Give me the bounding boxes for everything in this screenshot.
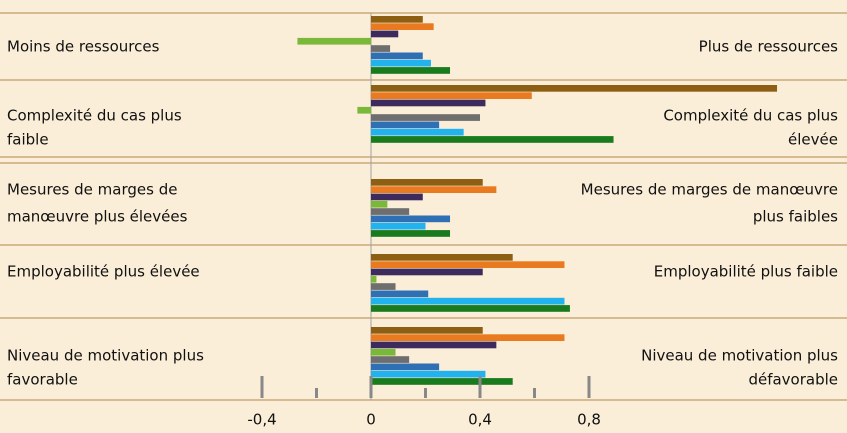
- bar: [371, 92, 532, 99]
- bar: [371, 261, 565, 268]
- right-label: élevée: [788, 131, 838, 149]
- separators: [0, 12, 847, 401]
- left-label: Niveau de motivation plus: [7, 347, 204, 365]
- bar: [371, 23, 434, 30]
- bar: [371, 222, 426, 230]
- bar: [371, 378, 513, 385]
- bar: [371, 348, 396, 356]
- bar: [371, 341, 497, 349]
- right-label: Employabilité plus faible: [654, 263, 838, 281]
- x-tick-label: -0,4: [247, 411, 276, 429]
- bar: [371, 275, 377, 283]
- bar: [371, 297, 565, 305]
- bar: [371, 370, 486, 378]
- bar: [371, 114, 480, 121]
- bar: [371, 254, 513, 261]
- bar: [371, 45, 391, 52]
- right-label: Niveau de motivation plus: [641, 347, 838, 365]
- bar: [371, 179, 483, 186]
- left-label: Moins de ressources: [7, 38, 160, 56]
- x-tick-label: 0,8: [577, 411, 601, 429]
- bar: [371, 305, 570, 312]
- bar: [371, 99, 486, 107]
- bar: [371, 215, 451, 223]
- right-label: Plus de ressources: [699, 38, 839, 56]
- right-label: Complexité du cas plus: [663, 107, 838, 125]
- bar: [371, 121, 440, 129]
- bar: [371, 30, 399, 38]
- left-label: Mesures de marges de: [7, 181, 177, 199]
- left-label: manœuvre plus élevées: [7, 208, 188, 226]
- bar: [371, 327, 483, 334]
- bar: [371, 208, 410, 215]
- bar: [371, 268, 483, 276]
- bar: [371, 136, 614, 143]
- right-label: défavorable: [748, 371, 838, 389]
- x-tick-label: 0: [366, 411, 376, 429]
- bar: [371, 363, 440, 371]
- bar: [371, 16, 423, 23]
- bar: [371, 283, 396, 290]
- bar: [371, 200, 388, 208]
- bar: [371, 59, 431, 67]
- bar: [371, 193, 423, 201]
- bar: [371, 356, 410, 363]
- bar: [371, 230, 451, 237]
- bar: [371, 128, 464, 136]
- right-label: plus faibles: [753, 208, 838, 226]
- left-label: Employabilité plus élevée: [7, 263, 200, 281]
- bar: [371, 52, 423, 60]
- bar: [371, 186, 497, 193]
- bar: [371, 85, 778, 92]
- bar: [357, 106, 371, 114]
- left-label: faible: [7, 131, 49, 149]
- bar: [371, 67, 451, 74]
- bar: [371, 334, 565, 341]
- bar: [371, 290, 429, 298]
- left-label: Complexité du cas plus: [7, 107, 182, 125]
- left-label: favorable: [7, 371, 78, 389]
- right-label: Mesures de marges de manœuvre: [581, 181, 838, 199]
- bar: [297, 37, 371, 45]
- x-tick-label: 0,4: [468, 411, 492, 429]
